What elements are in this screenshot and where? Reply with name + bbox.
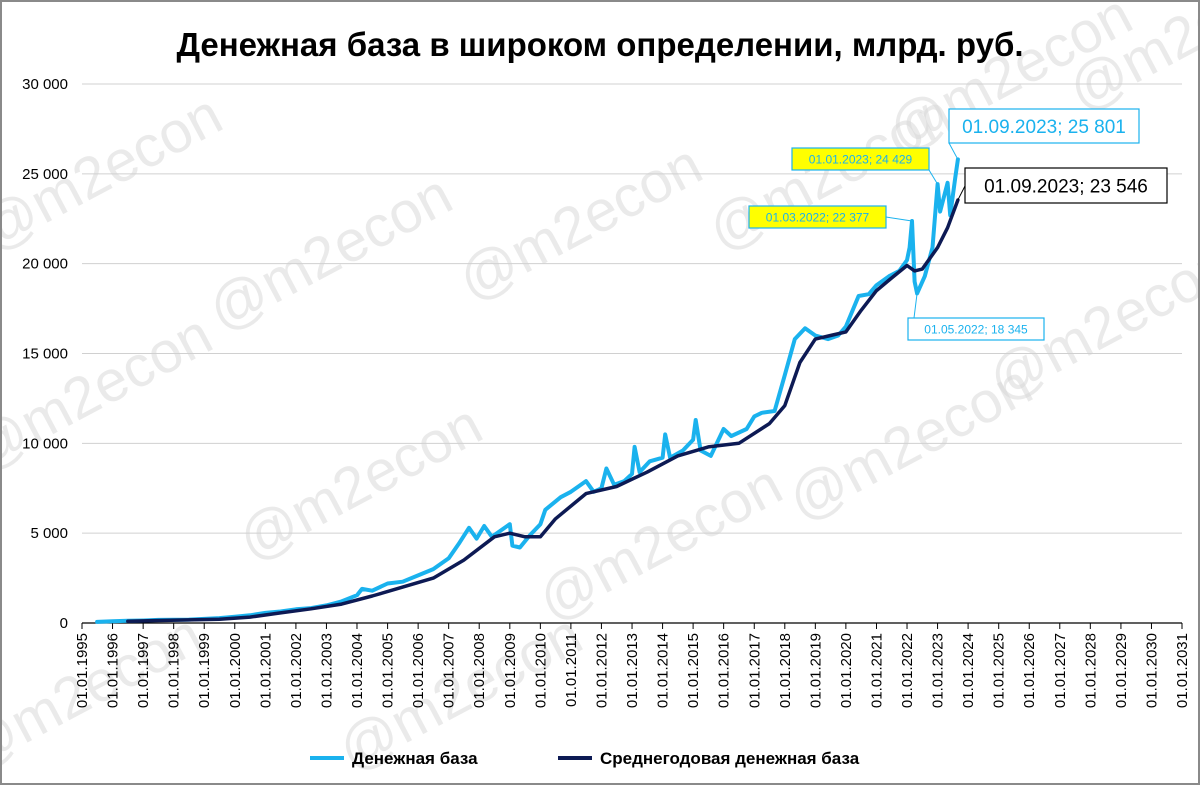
- x-tick-label: 01.01.2023: [930, 633, 947, 708]
- y-tick-label: 30 000: [22, 76, 68, 93]
- y-tick-label: 5 000: [30, 525, 68, 542]
- x-tick-label: 01.01.2031: [1174, 633, 1191, 708]
- x-tick-label: 01.01.2020: [838, 633, 855, 708]
- x-tick-label: 01.01.2008: [471, 633, 488, 708]
- x-tick-label: 01.01.2000: [227, 633, 244, 708]
- annotation-box: [964, 167, 1168, 204]
- x-tick-label: 01.01.2016: [716, 633, 733, 708]
- y-axis-ticks: 0 5 000 10 000 15 000 20 000 25 000 30 000: [22, 76, 68, 632]
- x-tick-label: 01.01.1998: [166, 633, 183, 708]
- x-tick-label: 01.01.1997: [135, 633, 152, 708]
- legend-label: Среднегодовая денежная база: [600, 749, 860, 768]
- annotation-box: [948, 108, 1140, 144]
- x-tick-label: 01.01.2004: [349, 633, 366, 708]
- watermark-text: @m2econ: [448, 132, 713, 314]
- legend-label: Денежная база: [352, 749, 478, 768]
- x-tick-label: 01.01.2009: [502, 633, 519, 708]
- annotation-leader: [913, 293, 918, 319]
- x-tick-label: 01.01.2003: [318, 633, 335, 708]
- annotation-leader: [885, 216, 913, 222]
- grid-lines: [82, 83, 1182, 534]
- x-tick-label: 01.01.2017: [746, 633, 763, 708]
- x-tick-label: 01.01.2029: [1113, 633, 1130, 708]
- annotation-layer: 01.01.2023; 24 429 01.03.2022; 22 377 01.0…: [748, 108, 1168, 341]
- x-tick-label: 01.01.1995: [74, 633, 91, 708]
- x-tick-label: 01.01.2012: [593, 633, 610, 708]
- x-tick-label: 01.01.2024: [960, 633, 977, 708]
- annotation-label: 01.05.2022; 18 345: [924, 322, 1028, 336]
- annotation-label: 01.03.2022; 22 377: [766, 210, 870, 224]
- annotation-label: 01.01.2023; 24 429: [809, 152, 913, 166]
- x-tick-label: 01.01.2013: [624, 633, 641, 708]
- y-tick-label: 25 000: [22, 166, 68, 183]
- x-tick-label: 01.01.2027: [1052, 633, 1069, 708]
- annotation-box: [907, 317, 1045, 341]
- x-tick-label: 01.01.2019: [807, 633, 824, 708]
- watermark-text: @m2econ: [228, 392, 493, 574]
- x-tick-label: 01.01.2010: [532, 633, 549, 708]
- annotation-leader: [928, 169, 938, 185]
- x-tick-label: 01.01.2025: [991, 633, 1008, 708]
- x-tick-label: 01.01.2021: [868, 633, 885, 708]
- x-tick-label: 01.01.2015: [685, 633, 702, 708]
- x-axis-ticks: 01.01.1995 01.01.1996 01.01.1997 01.01.1998…: [74, 623, 1191, 708]
- y-tick-label: 15 000: [22, 346, 68, 363]
- watermark-text: @m2econ: [528, 452, 793, 634]
- chart-title: Денежная база в широком определении, млр…: [176, 26, 1023, 63]
- x-tick-label: 01.01.1996: [105, 633, 122, 708]
- y-tick-label: 20 000: [22, 256, 68, 273]
- series-line-annual-average: [126, 198, 960, 623]
- x-tick-label: 01.01.1999: [196, 633, 213, 708]
- x-tick-label: 01.01.2011: [563, 633, 580, 707]
- x-tick-label: 01.01.2001: [257, 633, 274, 708]
- annotation-label: 01.09.2023; 23 546: [984, 176, 1148, 197]
- x-tick-label: 01.01.2028: [1082, 633, 1099, 708]
- watermark-text: @m2econ: [2, 302, 222, 484]
- annotation-box: [791, 147, 930, 171]
- x-tick-label: 01.01.2018: [777, 633, 794, 708]
- x-tick-label: 01.01.2005: [380, 633, 397, 708]
- annotation-leader: [957, 185, 966, 201]
- x-tick-label: 01.01.2002: [288, 633, 305, 708]
- watermark-text: @m2econ: [198, 162, 463, 344]
- y-tick-label: 10 000: [22, 435, 68, 452]
- x-tick-label: 01.01.2030: [1143, 633, 1160, 708]
- legend: Денежная база Среднегодовая денежная база: [310, 749, 860, 768]
- annotation-box: [748, 205, 887, 229]
- y-tick-label: 0: [60, 615, 68, 632]
- x-tick-label: 01.01.2007: [441, 633, 458, 708]
- x-tick-label: 01.01.2026: [1021, 633, 1038, 708]
- annotation-label: 01.09.2023; 25 801: [962, 117, 1126, 138]
- x-tick-label: 01.01.2022: [899, 633, 916, 708]
- x-tick-label: 01.01.2014: [655, 633, 672, 708]
- x-tick-label: 01.01.2006: [410, 633, 427, 708]
- series-layer: [95, 157, 960, 624]
- annotation-leader: [948, 142, 959, 160]
